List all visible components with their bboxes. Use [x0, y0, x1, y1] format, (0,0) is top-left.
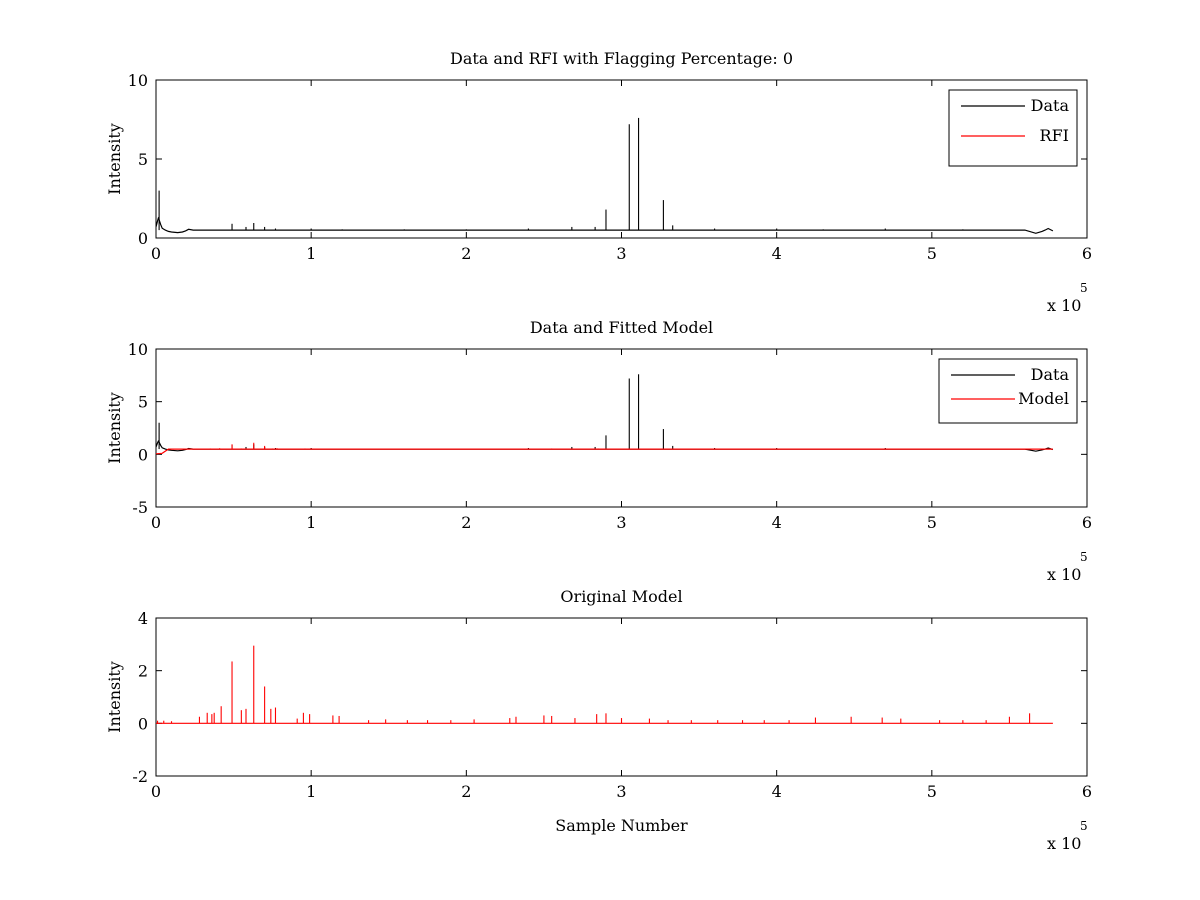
y-tick-label: 0	[138, 445, 148, 464]
x-tick-label: 0	[151, 513, 161, 532]
y-tick-label: 10	[128, 71, 148, 90]
x-tick-label: 5	[927, 244, 937, 263]
x-axis-label: Sample Number	[555, 816, 688, 835]
chart-title: Data and Fitted Model	[530, 318, 713, 337]
y-tick-label: -5	[132, 498, 148, 517]
y-tick-label: 5	[138, 150, 148, 169]
chart-title: Data and RFI with Flagging Percentage: 0	[450, 49, 793, 68]
y-tick-label: 2	[138, 662, 148, 681]
legend-box	[938, 358, 1078, 424]
x-tick-label: 3	[616, 244, 626, 263]
plot-area	[156, 374, 1054, 455]
y-axis-label: Intensity	[105, 392, 124, 464]
x-tick-label: 0	[151, 782, 161, 801]
x-multiplier-exponent: 5	[1080, 281, 1088, 295]
x-tick-label: 1	[306, 782, 316, 801]
x-tick-label: 4	[772, 513, 782, 532]
x-tick-label: 1	[306, 513, 316, 532]
y-tick-label: 10	[128, 340, 148, 359]
y-tick-label: 4	[138, 609, 148, 628]
y-tick-label: 0	[138, 714, 148, 733]
legend-entry: Data	[1031, 365, 1070, 384]
plot-area	[156, 117, 1054, 234]
y-axis-label: Intensity	[105, 661, 124, 733]
x-tick-label: 6	[1082, 782, 1092, 801]
axes-box	[155, 348, 1088, 508]
legend-entry: Model	[1018, 389, 1069, 408]
x-tick-label: 6	[1082, 244, 1092, 263]
x-tick-label: 0	[151, 244, 161, 263]
y-tick-label: 0	[138, 229, 148, 248]
axes-box	[155, 79, 1088, 239]
subplot-1: Data and RFI with Flagging Percentage: 0…	[105, 49, 1092, 315]
x-multiplier-label: x 10	[1047, 565, 1081, 584]
series-data	[156, 117, 1054, 234]
y-tick-label: -2	[132, 767, 148, 786]
legend-box	[948, 89, 1078, 167]
legend-entry: Data	[1031, 96, 1070, 115]
x-tick-label: 2	[461, 513, 471, 532]
plot-area	[156, 645, 1053, 724]
x-multiplier-label: x 10	[1047, 296, 1081, 315]
series-line	[156, 448, 1053, 455]
y-axis-label: Intensity	[105, 123, 124, 195]
x-multiplier-exponent: 5	[1080, 819, 1088, 833]
axes-box	[155, 617, 1088, 777]
x-tick-label: 6	[1082, 513, 1092, 532]
x-tick-label: 4	[772, 244, 782, 263]
x-tick-label: 5	[927, 513, 937, 532]
chart-title: Original Model	[560, 587, 682, 606]
x-tick-label: 1	[306, 244, 316, 263]
series-model	[156, 645, 1053, 724]
x-tick-label: 3	[616, 782, 626, 801]
y-tick-label: 5	[138, 393, 148, 412]
x-multiplier-label: x 10	[1047, 834, 1081, 853]
x-tick-label: 3	[616, 513, 626, 532]
x-tick-label: 4	[772, 782, 782, 801]
x-tick-label: 2	[461, 244, 471, 263]
x-multiplier-exponent: 5	[1080, 550, 1088, 564]
legend: Data Model	[938, 358, 1078, 424]
legend-entry: RFI	[1040, 126, 1069, 145]
x-tick-label: 5	[927, 782, 937, 801]
legend: Data RFI	[948, 89, 1078, 167]
x-tick-label: 2	[461, 782, 471, 801]
series-model	[156, 442, 1053, 455]
